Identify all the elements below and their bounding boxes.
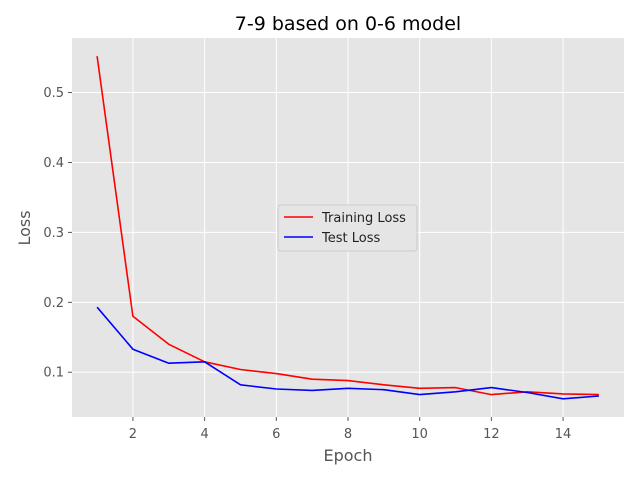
y-tick-label: 0.5: [43, 86, 64, 101]
legend: Training Loss Test Loss: [277, 204, 418, 252]
y-tick-label: 0.3: [43, 226, 64, 241]
legend-label-training-loss: Training Loss: [321, 211, 406, 226]
x-tick-label: 4: [200, 427, 208, 442]
tick-labels: 2 4 6 8 10 12 14 0.1 0.2 0.3 0.4 0.5: [43, 86, 571, 442]
x-axis-label: Epoch: [324, 446, 373, 465]
x-tick-label: 14: [555, 427, 572, 442]
y-tick-label: 0.1: [43, 366, 64, 381]
x-tick-label: 8: [344, 427, 352, 442]
x-tick-label: 10: [411, 427, 428, 442]
chart-title: 7-9 based on 0-6 model: [235, 13, 461, 35]
series-lines: [96, 56, 599, 400]
y-tick-label: 0.2: [43, 296, 64, 311]
x-tick-label: 2: [129, 427, 137, 442]
series-line-test-loss: [96, 306, 599, 400]
x-tick-label: 12: [483, 427, 500, 442]
y-tick-label: 0.4: [43, 156, 64, 171]
series-line-training-loss: [96, 56, 599, 396]
x-tick-label: 6: [272, 427, 280, 442]
legend-label-test-loss: Test Loss: [321, 231, 380, 246]
y-axis-label: Loss: [15, 210, 34, 245]
